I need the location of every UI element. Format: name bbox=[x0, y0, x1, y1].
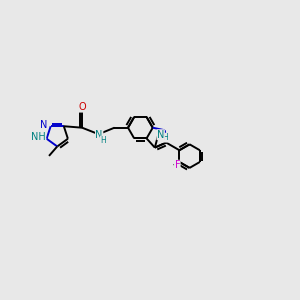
Text: O: O bbox=[78, 102, 86, 112]
Text: F: F bbox=[175, 160, 180, 170]
Text: N: N bbox=[40, 120, 47, 130]
Text: NH: NH bbox=[31, 132, 46, 142]
Text: N: N bbox=[95, 130, 103, 140]
Text: H: H bbox=[163, 133, 168, 142]
Text: H: H bbox=[100, 136, 106, 145]
Text: N: N bbox=[157, 130, 164, 140]
